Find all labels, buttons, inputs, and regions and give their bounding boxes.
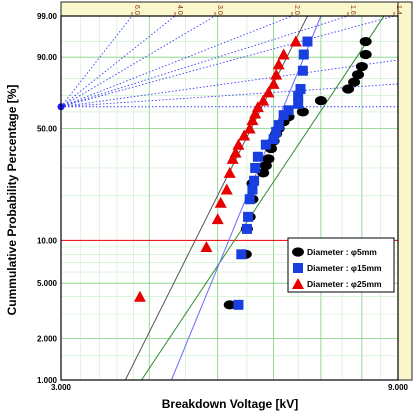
data-point: [249, 175, 260, 186]
legend-label: Diameter : φ15mm: [307, 263, 382, 273]
data-point: [214, 196, 227, 208]
data-point: [238, 129, 251, 141]
data-point: [241, 223, 252, 234]
data-point: [314, 95, 327, 106]
data-point: [246, 114, 259, 126]
data-point: [355, 61, 368, 72]
data-point: [220, 183, 233, 195]
data-point: [270, 68, 283, 80]
data-point: [247, 184, 258, 195]
data-point: [359, 49, 372, 60]
y-tick-label: 50.00: [37, 124, 58, 133]
data-points: [133, 35, 372, 310]
data-point: [297, 65, 308, 76]
y-tick-labels: 1.000 2.000 5.000 10.00 50.00 90.00 99.00: [37, 12, 58, 385]
data-point: [352, 70, 365, 80]
data-point: [249, 107, 262, 119]
beta-scale-labels: 6.0 4.0 3.0 2.0 1.6 1.4: [131, 5, 402, 16]
data-point: [302, 36, 313, 47]
data-point: [268, 134, 279, 145]
legend-label: Diameter : φ5mm: [307, 247, 377, 257]
y-tick-label: 10.00: [37, 236, 58, 245]
data-point: [295, 84, 306, 95]
top-margin-band: [60, 1, 399, 17]
data-point: [252, 151, 263, 162]
x-tick-label: 9.000: [388, 383, 409, 392]
beta-scale-label: 1.4: [395, 5, 402, 15]
data-point: [359, 36, 372, 47]
plot-border: [60, 15, 399, 381]
data-point: [243, 122, 256, 134]
data-point: [298, 49, 309, 60]
data-point: [293, 90, 304, 101]
data-point: [342, 84, 355, 94]
data-point: [277, 48, 290, 60]
beta-estimator-line: [60, 15, 293, 108]
data-point: [283, 105, 294, 116]
data-point: [257, 168, 270, 178]
data-point: [232, 138, 245, 150]
legend-marker: [292, 247, 304, 257]
data-point: [289, 35, 302, 47]
data-point: [271, 126, 282, 137]
data-point: [296, 107, 309, 117]
data-point: [236, 249, 247, 260]
data-point: [272, 58, 285, 70]
data-point: [229, 146, 242, 158]
legend-box: [287, 237, 395, 293]
beta-scale-label: 2.0: [293, 5, 300, 15]
data-point: [244, 194, 255, 205]
beta-estimator-line: [60, 83, 399, 108]
data-point: [348, 77, 361, 87]
data-point: [243, 211, 254, 222]
beta-estimator-line: [60, 15, 349, 108]
data-point: [211, 213, 224, 225]
data-point: [267, 77, 280, 89]
beta-scale-label: 1.6: [349, 5, 356, 15]
data-point: [293, 98, 304, 109]
legend-label: Diameter : φ25mm: [307, 279, 382, 289]
x-tick-label: 3.000: [51, 383, 72, 392]
beta-estimator-lines: [57, 15, 399, 111]
data-point: [223, 300, 236, 310]
data-point: [260, 139, 271, 150]
data-point: [200, 240, 213, 252]
data-point: [257, 94, 270, 106]
data-point: [226, 152, 239, 164]
beta-scale-label: 4.0: [176, 5, 183, 15]
legend: Diameter : φ5mm Diameter : φ15mm Diameter …: [287, 237, 395, 293]
beta-estimator-line: [60, 59, 399, 108]
data-point: [273, 120, 284, 131]
data-point: [223, 166, 236, 178]
beta-scale-label: 3.0: [216, 5, 223, 15]
data-point: [251, 101, 264, 113]
fit-line: [141, 16, 385, 380]
data-point: [250, 162, 261, 173]
data-point: [133, 290, 146, 302]
y-tick-label: 90.00: [37, 53, 58, 62]
legend-marker: [292, 278, 304, 289]
beta-estimator-line: [60, 15, 395, 108]
x-axis-title: Breakdown Voltage [kV]: [162, 397, 298, 411]
y-tick-label: 5.000: [37, 279, 58, 288]
data-point: [262, 154, 275, 164]
legend-marker: [293, 263, 303, 273]
y-tick-label: 1.000: [37, 376, 58, 385]
y-tick-label: 99.00: [37, 12, 58, 21]
x-tick-labels: 3.000 9.000: [51, 383, 409, 392]
beta-scale-label: 6.0: [133, 5, 140, 15]
y-tick-label: 2.000: [37, 335, 58, 344]
data-point: [262, 86, 275, 98]
y-axis-title: Cummulative Probability Percentage [%]: [5, 85, 19, 316]
data-point: [233, 299, 244, 310]
right-margin-band: [397, 1, 413, 381]
